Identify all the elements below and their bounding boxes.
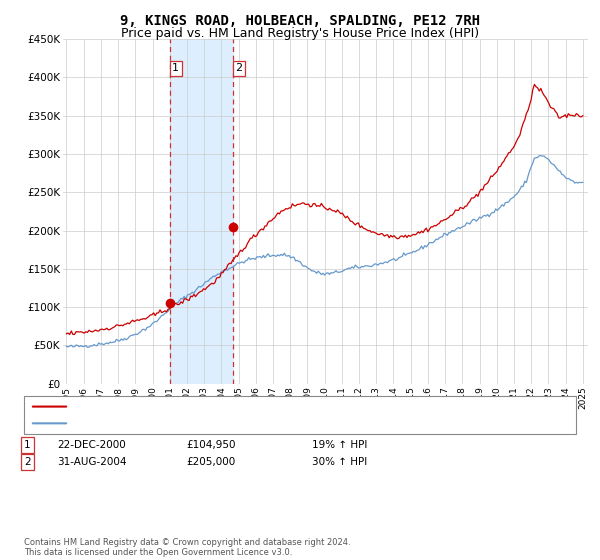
Text: HPI: Average price, detached house, South Holland: HPI: Average price, detached house, Sout… xyxy=(75,418,325,428)
Text: £104,950: £104,950 xyxy=(186,440,235,450)
Text: 9, KINGS ROAD, HOLBEACH, SPALDING, PE12 7RH: 9, KINGS ROAD, HOLBEACH, SPALDING, PE12 … xyxy=(120,14,480,28)
Text: 1: 1 xyxy=(172,63,179,73)
Text: Contains HM Land Registry data © Crown copyright and database right 2024.
This d: Contains HM Land Registry data © Crown c… xyxy=(24,538,350,557)
Text: 19% ↑ HPI: 19% ↑ HPI xyxy=(312,440,367,450)
Text: 1: 1 xyxy=(24,440,31,450)
Bar xyxy=(170,39,233,384)
Text: Price paid vs. HM Land Registry's House Price Index (HPI): Price paid vs. HM Land Registry's House … xyxy=(121,27,479,40)
Text: 22-DEC-2000: 22-DEC-2000 xyxy=(57,440,126,450)
Text: 31-AUG-2004: 31-AUG-2004 xyxy=(57,457,127,467)
Text: 2: 2 xyxy=(24,457,31,467)
Text: 9, KINGS ROAD, HOLBEACH, SPALDING, PE12 7RH (detached house): 9, KINGS ROAD, HOLBEACH, SPALDING, PE12 … xyxy=(75,402,409,412)
Text: 2: 2 xyxy=(235,63,242,73)
Text: £205,000: £205,000 xyxy=(186,457,235,467)
Text: 30% ↑ HPI: 30% ↑ HPI xyxy=(312,457,367,467)
